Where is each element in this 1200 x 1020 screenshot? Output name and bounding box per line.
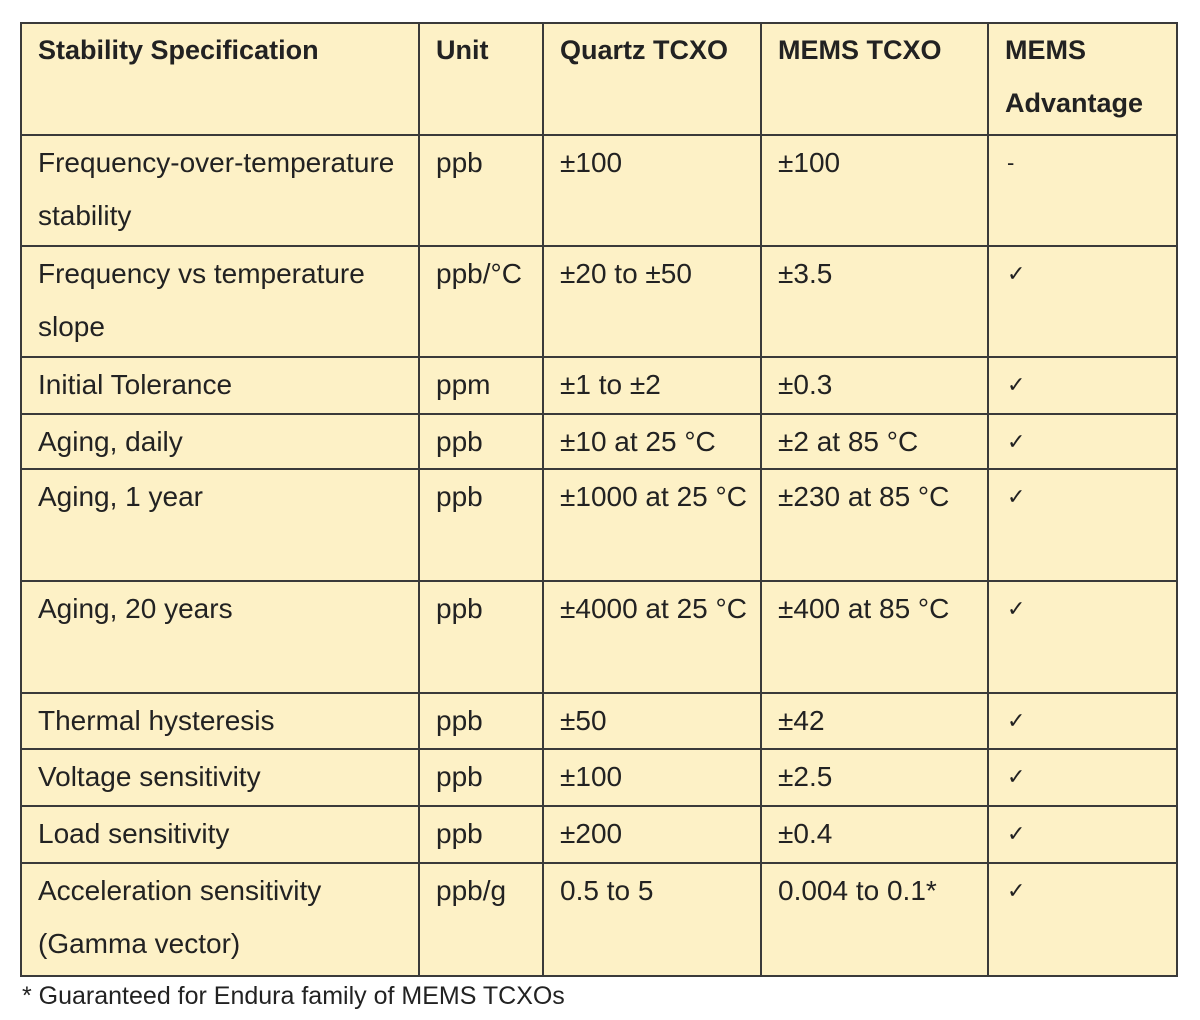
header-cell: MEMS TCXO — [760, 22, 989, 136]
table-row: Initial Tolerance ppm ±1 to ±2 ±0.3 ✓ — [20, 356, 1178, 415]
table-cell: ✓ — [987, 805, 1178, 864]
table-cell: Aging, daily — [20, 413, 420, 470]
header-row: Stability Specification Unit Quartz TCXO ME… — [20, 22, 1178, 136]
table-row: Aging, 20 years ppb ±4000 at 25 °C ±400 at … — [20, 580, 1178, 694]
table-cell: Aging, 1 year — [20, 468, 420, 582]
table-cell: 0.004 to 0.1* — [760, 862, 989, 977]
table-cell: ±50 — [542, 692, 762, 750]
table-cell: ✓ — [987, 356, 1178, 415]
table-cell: ±100 — [542, 134, 762, 247]
footnote: * Guaranteed for Endura family of MEMS T… — [22, 982, 565, 1010]
table-cell: Load sensitivity — [20, 805, 420, 864]
table-cell: ±2.5 — [760, 748, 989, 807]
table-cell: Acceleration sensitivity (Gamma vector) — [20, 862, 420, 977]
table-cell: Frequency-over-temperature stability — [20, 134, 420, 247]
table-cell: ppb — [418, 692, 544, 750]
table-cell: ppb — [418, 748, 544, 807]
table-cell: ✓ — [987, 468, 1178, 582]
table-row: Frequency vs temperature slope ppb/°C ±20 … — [20, 245, 1178, 358]
table-cell: ±100 — [542, 748, 762, 807]
table-cell: ±400 at 85 °C — [760, 580, 989, 694]
table-cell: ppb — [418, 413, 544, 470]
table-cell: ±20 to ±50 — [542, 245, 762, 358]
table-row: Aging, daily ppb ±10 at 25 °C ±2 at 85 °C ✓ — [20, 413, 1178, 470]
table-cell: Initial Tolerance — [20, 356, 420, 415]
table-cell: ppm — [418, 356, 544, 415]
table-cell: ±1000 at 25 °C — [542, 468, 762, 582]
header-cell: Quartz TCXO — [542, 22, 762, 136]
table-cell: ppb — [418, 580, 544, 694]
table-row: Thermal hysteresis ppb ±50 ±42 ✓ — [20, 692, 1178, 750]
table-cell: ±3.5 — [760, 245, 989, 358]
table-cell: ±230 at 85 °C — [760, 468, 989, 582]
table-cell: ✓ — [987, 580, 1178, 694]
table-cell: Thermal hysteresis — [20, 692, 420, 750]
table-cell: 0.5 to 5 — [542, 862, 762, 977]
table-cell: ±1 to ±2 — [542, 356, 762, 415]
spec-table: Stability Specification Unit Quartz TCXO ME… — [20, 22, 1178, 977]
table-body: Frequency-over-temperature stability ppb ±… — [20, 134, 1178, 977]
table-cell: Voltage sensitivity — [20, 748, 420, 807]
table-cell: ±200 — [542, 805, 762, 864]
table-cell: ±100 — [760, 134, 989, 247]
table-cell: ✓ — [987, 245, 1178, 358]
table-cell: ✓ — [987, 748, 1178, 807]
table-cell: Frequency vs temperature slope — [20, 245, 420, 358]
table-cell: ppb/°C — [418, 245, 544, 358]
header-cell: MEMS Advantage — [987, 22, 1178, 136]
table-cell: ✓ — [987, 862, 1178, 977]
table-row: Aging, 1 year ppb ±1000 at 25 °C ±230 at 85… — [20, 468, 1178, 582]
table-row: Load sensitivity ppb ±200 ±0.4 ✓ — [20, 805, 1178, 864]
table-cell: Aging, 20 years — [20, 580, 420, 694]
table-cell: ±4000 at 25 °C — [542, 580, 762, 694]
table-cell: ppb — [418, 468, 544, 582]
table-cell: ±10 at 25 °C — [542, 413, 762, 470]
table-row: Frequency-over-temperature stability ppb ±… — [20, 134, 1178, 247]
table-cell: ±2 at 85 °C — [760, 413, 989, 470]
table-row: Acceleration sensitivity (Gamma vector) p… — [20, 862, 1178, 977]
table-cell: ppb — [418, 805, 544, 864]
table-cell: - — [987, 134, 1178, 247]
header-cell: Unit — [418, 22, 544, 136]
table-cell: ±42 — [760, 692, 989, 750]
table-cell: ±0.4 — [760, 805, 989, 864]
table-cell: ✓ — [987, 692, 1178, 750]
table-cell: ppb — [418, 134, 544, 247]
table-cell: ±0.3 — [760, 356, 989, 415]
table-cell: ✓ — [987, 413, 1178, 470]
table-row: Voltage sensitivity ppb ±100 ±2.5 ✓ — [20, 748, 1178, 807]
table-cell: ppb/g — [418, 862, 544, 977]
header-cell: Stability Specification — [20, 22, 420, 136]
